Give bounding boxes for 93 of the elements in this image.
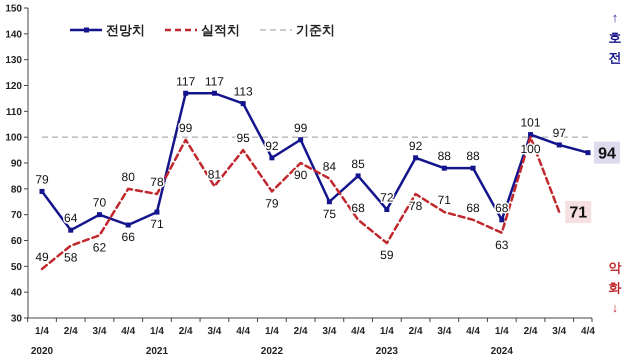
x-tick-label: 1/4 2023 <box>376 326 398 356</box>
point <box>269 155 274 160</box>
x-tick-label: 2/4 <box>408 326 423 337</box>
point <box>240 101 246 106</box>
data-label: 68 <box>466 200 480 215</box>
point <box>126 222 131 228</box>
data-label: 70 <box>92 196 106 210</box>
point <box>442 166 447 171</box>
point <box>326 199 332 204</box>
text: 악화 ↓ <box>608 260 622 315</box>
point <box>470 166 476 171</box>
x-tick-label: 1/4 2024 <box>490 326 514 356</box>
data-label: 88 <box>438 149 452 164</box>
point <box>413 155 418 160</box>
data-label: 68 <box>351 200 366 215</box>
point <box>384 207 390 212</box>
data-label: 62 <box>92 240 106 254</box>
data-label: 85 <box>351 156 366 171</box>
y-tick-label: 60 <box>10 236 22 247</box>
y-tick-label: 70 <box>10 210 22 222</box>
point <box>356 173 361 178</box>
data-label: 71 <box>569 204 588 222</box>
y-tick-label: 140 <box>5 29 22 40</box>
x-tick-label: 1/4 2020 <box>30 326 54 356</box>
data-label: 79 <box>35 172 49 186</box>
x-tick-label: 1/4 2021 <box>146 326 169 356</box>
data-label: 90 <box>294 168 308 182</box>
point <box>68 228 74 233</box>
x-tick-label: 3/4 <box>92 326 107 337</box>
x-tick-label: 4/4 <box>121 326 136 337</box>
data-label: 66 <box>122 230 136 244</box>
x-tick-label: 2/4 <box>64 326 78 337</box>
x-tick-label: 3/4 <box>207 326 222 337</box>
data-label: 99 <box>294 120 308 135</box>
data-label: 88 <box>466 149 480 164</box>
data-label: 79 <box>265 196 279 210</box>
data-label: 117 <box>204 74 224 88</box>
x-tick-label: 4/4 <box>351 326 366 337</box>
data-label: 59 <box>380 248 394 262</box>
y-tick-label: 40 <box>10 288 22 299</box>
legend-label: 전망치 <box>106 22 145 38</box>
x-tick-label: 3/4 <box>322 326 337 337</box>
data-label: 75 <box>322 206 336 221</box>
text: ↑ 호전 <box>608 10 622 65</box>
y-tick-label: 110 <box>6 106 22 118</box>
y-tick-label: 130 <box>5 55 22 66</box>
data-label: 58 <box>64 250 78 265</box>
data-label: 97 <box>552 126 566 140</box>
data-label: 49 <box>35 250 49 264</box>
data-label: 71 <box>150 217 164 232</box>
data-label: 63 <box>495 238 509 252</box>
x-tick-label: 1/4 2022 <box>260 326 284 356</box>
data-label: 78 <box>408 199 423 213</box>
point <box>298 137 304 142</box>
data-label: 72 <box>380 190 394 204</box>
data-label: 84 <box>322 160 336 174</box>
y-tick-label: 80 <box>10 184 22 196</box>
x-tick-label: 4/4 <box>236 326 251 337</box>
data-label: 80 <box>122 170 136 184</box>
data-label: 81 <box>208 167 222 182</box>
y-tick-label: 100 <box>5 132 22 144</box>
x-tick-label: 2/4 <box>294 326 308 337</box>
y-tick-label: 50 <box>10 262 22 273</box>
data-label: 117 <box>176 74 196 88</box>
point <box>154 210 160 215</box>
point <box>556 142 562 148</box>
data-label: 94 <box>598 145 616 162</box>
y-tick-label: 150 <box>5 4 22 14</box>
x-tick-label: 3/4 <box>552 326 567 337</box>
data-label: 64 <box>64 211 78 226</box>
point <box>586 150 590 156</box>
data-label: 101 <box>520 116 541 130</box>
data-label: 95 <box>236 131 250 146</box>
point <box>499 217 504 222</box>
x-tick-label: 3/4 <box>437 326 452 337</box>
data-label: 71 <box>438 193 452 208</box>
x-tick-label: 2/4 <box>178 326 194 337</box>
point <box>528 132 534 138</box>
point <box>183 90 188 96</box>
x-tick-label: 2/4 <box>524 326 538 337</box>
point <box>212 90 217 96</box>
x-tick-label: 4/4 <box>581 326 596 337</box>
x-tick-label: 4/4 <box>466 326 480 337</box>
legend-label: 기준치 <box>296 22 335 38</box>
data-label: 92 <box>408 138 423 153</box>
y-tick-label: 30 <box>10 314 22 324</box>
data-label: 113 <box>234 84 254 99</box>
point <box>40 188 44 194</box>
y-tick-label: 120 <box>5 81 22 92</box>
data-label: 99 <box>179 120 193 135</box>
point <box>96 212 102 218</box>
y-tick-label: 90 <box>10 158 22 170</box>
legend-label: 실적치 <box>201 22 240 38</box>
